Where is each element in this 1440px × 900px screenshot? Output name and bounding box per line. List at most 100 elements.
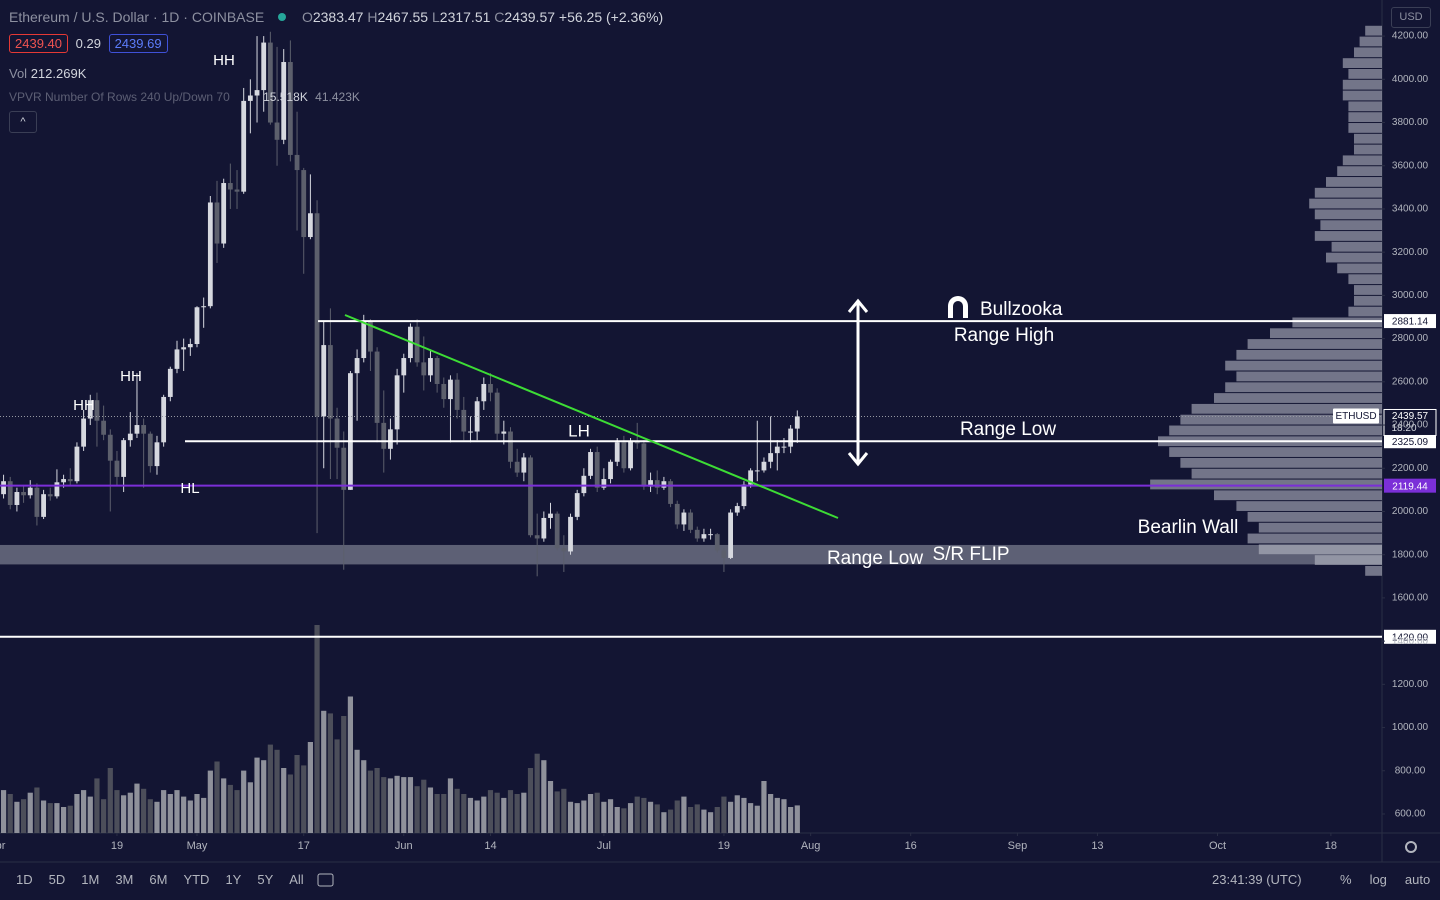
candle-body xyxy=(281,62,287,140)
candle-body xyxy=(121,440,127,477)
close-value: 2439.57 xyxy=(504,9,556,25)
vpvr-row xyxy=(1326,252,1382,263)
scale-button[interactable]: auto xyxy=(1404,872,1431,887)
volume-bar xyxy=(634,796,640,833)
vol-label: Vol xyxy=(9,66,28,81)
candle-body xyxy=(127,433,133,441)
y-tick-label: 3800.00 xyxy=(1392,117,1429,128)
range-button[interactable]: 3M xyxy=(115,872,134,887)
vpvr-row xyxy=(1342,155,1382,166)
volume-bar xyxy=(274,749,280,833)
vpvr-value: 41.423K xyxy=(315,90,360,104)
volume-bar xyxy=(114,790,120,833)
vpvr-row xyxy=(1314,231,1382,241)
candle-body xyxy=(328,345,333,419)
volume-bar xyxy=(227,784,233,833)
annotation: HL xyxy=(180,480,199,497)
volume-bar xyxy=(788,807,794,833)
volume-bar xyxy=(554,791,560,833)
candle-body xyxy=(87,400,93,419)
candle-body xyxy=(394,375,400,430)
vpvr-row xyxy=(1337,166,1382,177)
vol-value: 212.269K xyxy=(30,66,87,81)
y-tick-label: 3200.00 xyxy=(1392,247,1429,258)
date-range-icon[interactable] xyxy=(317,873,334,887)
y-tick-label: 2200.00 xyxy=(1392,463,1429,474)
vpvr-row xyxy=(1258,544,1382,555)
volume-bar xyxy=(81,790,87,833)
y-tick-label: 2600.00 xyxy=(1392,376,1429,387)
x-tick-label: 18 xyxy=(1325,840,1337,852)
candle-body xyxy=(334,418,340,448)
candle-body xyxy=(728,512,733,558)
candle-body xyxy=(287,62,293,155)
x-tick-label: Jul xyxy=(597,840,611,852)
bid[interactable]: 2439.40 xyxy=(9,34,68,53)
candle-body xyxy=(554,513,560,549)
candle-body xyxy=(568,516,573,552)
axes: 2881.14 2325.09 2119.44 1420.00 ETHUSD 2439.5… xyxy=(0,31,1437,852)
price-tag-label: 2881.14 xyxy=(1392,317,1429,328)
candle-body xyxy=(528,457,533,536)
price-tag-label: 2119.44 xyxy=(1392,481,1428,492)
candle-body xyxy=(401,358,407,376)
price-tag xyxy=(1384,314,1436,329)
vpvr-row xyxy=(1191,468,1382,479)
volume-bar xyxy=(761,781,767,833)
volume-bar xyxy=(327,713,333,833)
scale-button[interactable]: % xyxy=(1340,872,1352,887)
annotation: Range Low xyxy=(827,548,923,569)
current-price-label: 2439.57 xyxy=(1392,411,1429,422)
price-tag xyxy=(1384,629,1436,644)
vpvr-row xyxy=(1236,501,1382,511)
header-row: Ethereum / U.S. Dollar · 1D · COINBASE O… xyxy=(9,9,663,25)
settings-icon[interactable] xyxy=(1405,841,1417,853)
range-button[interactable]: YTD xyxy=(183,872,210,887)
range-button[interactable]: 1Y xyxy=(225,872,242,887)
volume-bar xyxy=(87,796,93,833)
scale-button[interactable]: log xyxy=(1369,872,1387,887)
range-button[interactable]: 1M xyxy=(81,872,100,887)
candle-body xyxy=(181,347,187,350)
candle-body xyxy=(714,534,720,551)
vpvr-row xyxy=(1354,47,1382,58)
y-tick-label: 3400.00 xyxy=(1392,204,1429,215)
collapse-button[interactable]: ^ xyxy=(9,111,37,133)
status-dot xyxy=(278,13,287,21)
ohlc-label: O xyxy=(301,9,313,25)
candles xyxy=(1,31,800,577)
ask[interactable]: 2439.69 xyxy=(108,34,168,53)
candle-body xyxy=(14,492,20,505)
volume-bar xyxy=(701,809,707,833)
candle-body xyxy=(688,512,693,530)
volume-bar xyxy=(521,792,527,833)
x-tick-label: 19 xyxy=(111,840,123,852)
candle-body xyxy=(534,535,540,539)
volume-bar xyxy=(401,777,407,833)
volume-bar xyxy=(54,803,60,833)
y-tick-label: 4200.00 xyxy=(1392,31,1429,42)
candle-body xyxy=(468,431,473,433)
candle-body xyxy=(254,90,260,96)
candle-body xyxy=(54,482,60,497)
candle-body xyxy=(81,418,87,447)
range-button[interactable]: All xyxy=(289,872,304,887)
volume-bar xyxy=(314,625,320,833)
candle-body xyxy=(141,425,147,434)
spread: 0.29 xyxy=(75,36,101,51)
range-button[interactable]: 5D xyxy=(48,872,66,887)
candle-body xyxy=(348,373,353,490)
range-buttons: 1D 5D 1M 3M 6M YTD 1Y 5Y All xyxy=(16,872,320,887)
volume-bar xyxy=(641,797,647,833)
volume-bar xyxy=(687,807,694,833)
volume-bar xyxy=(507,790,514,833)
change: +56.25 (+2.36%) xyxy=(558,9,664,25)
volume-bar xyxy=(661,812,667,833)
candle-body xyxy=(641,443,647,487)
candle-body xyxy=(588,452,593,476)
range-button[interactable]: 6M xyxy=(149,872,168,887)
scale-buttons: % log auto xyxy=(1340,872,1440,887)
range-button[interactable]: 5Y xyxy=(257,872,274,887)
currency-button[interactable]: USD xyxy=(1391,7,1431,28)
range-button[interactable]: 1D xyxy=(16,872,33,887)
